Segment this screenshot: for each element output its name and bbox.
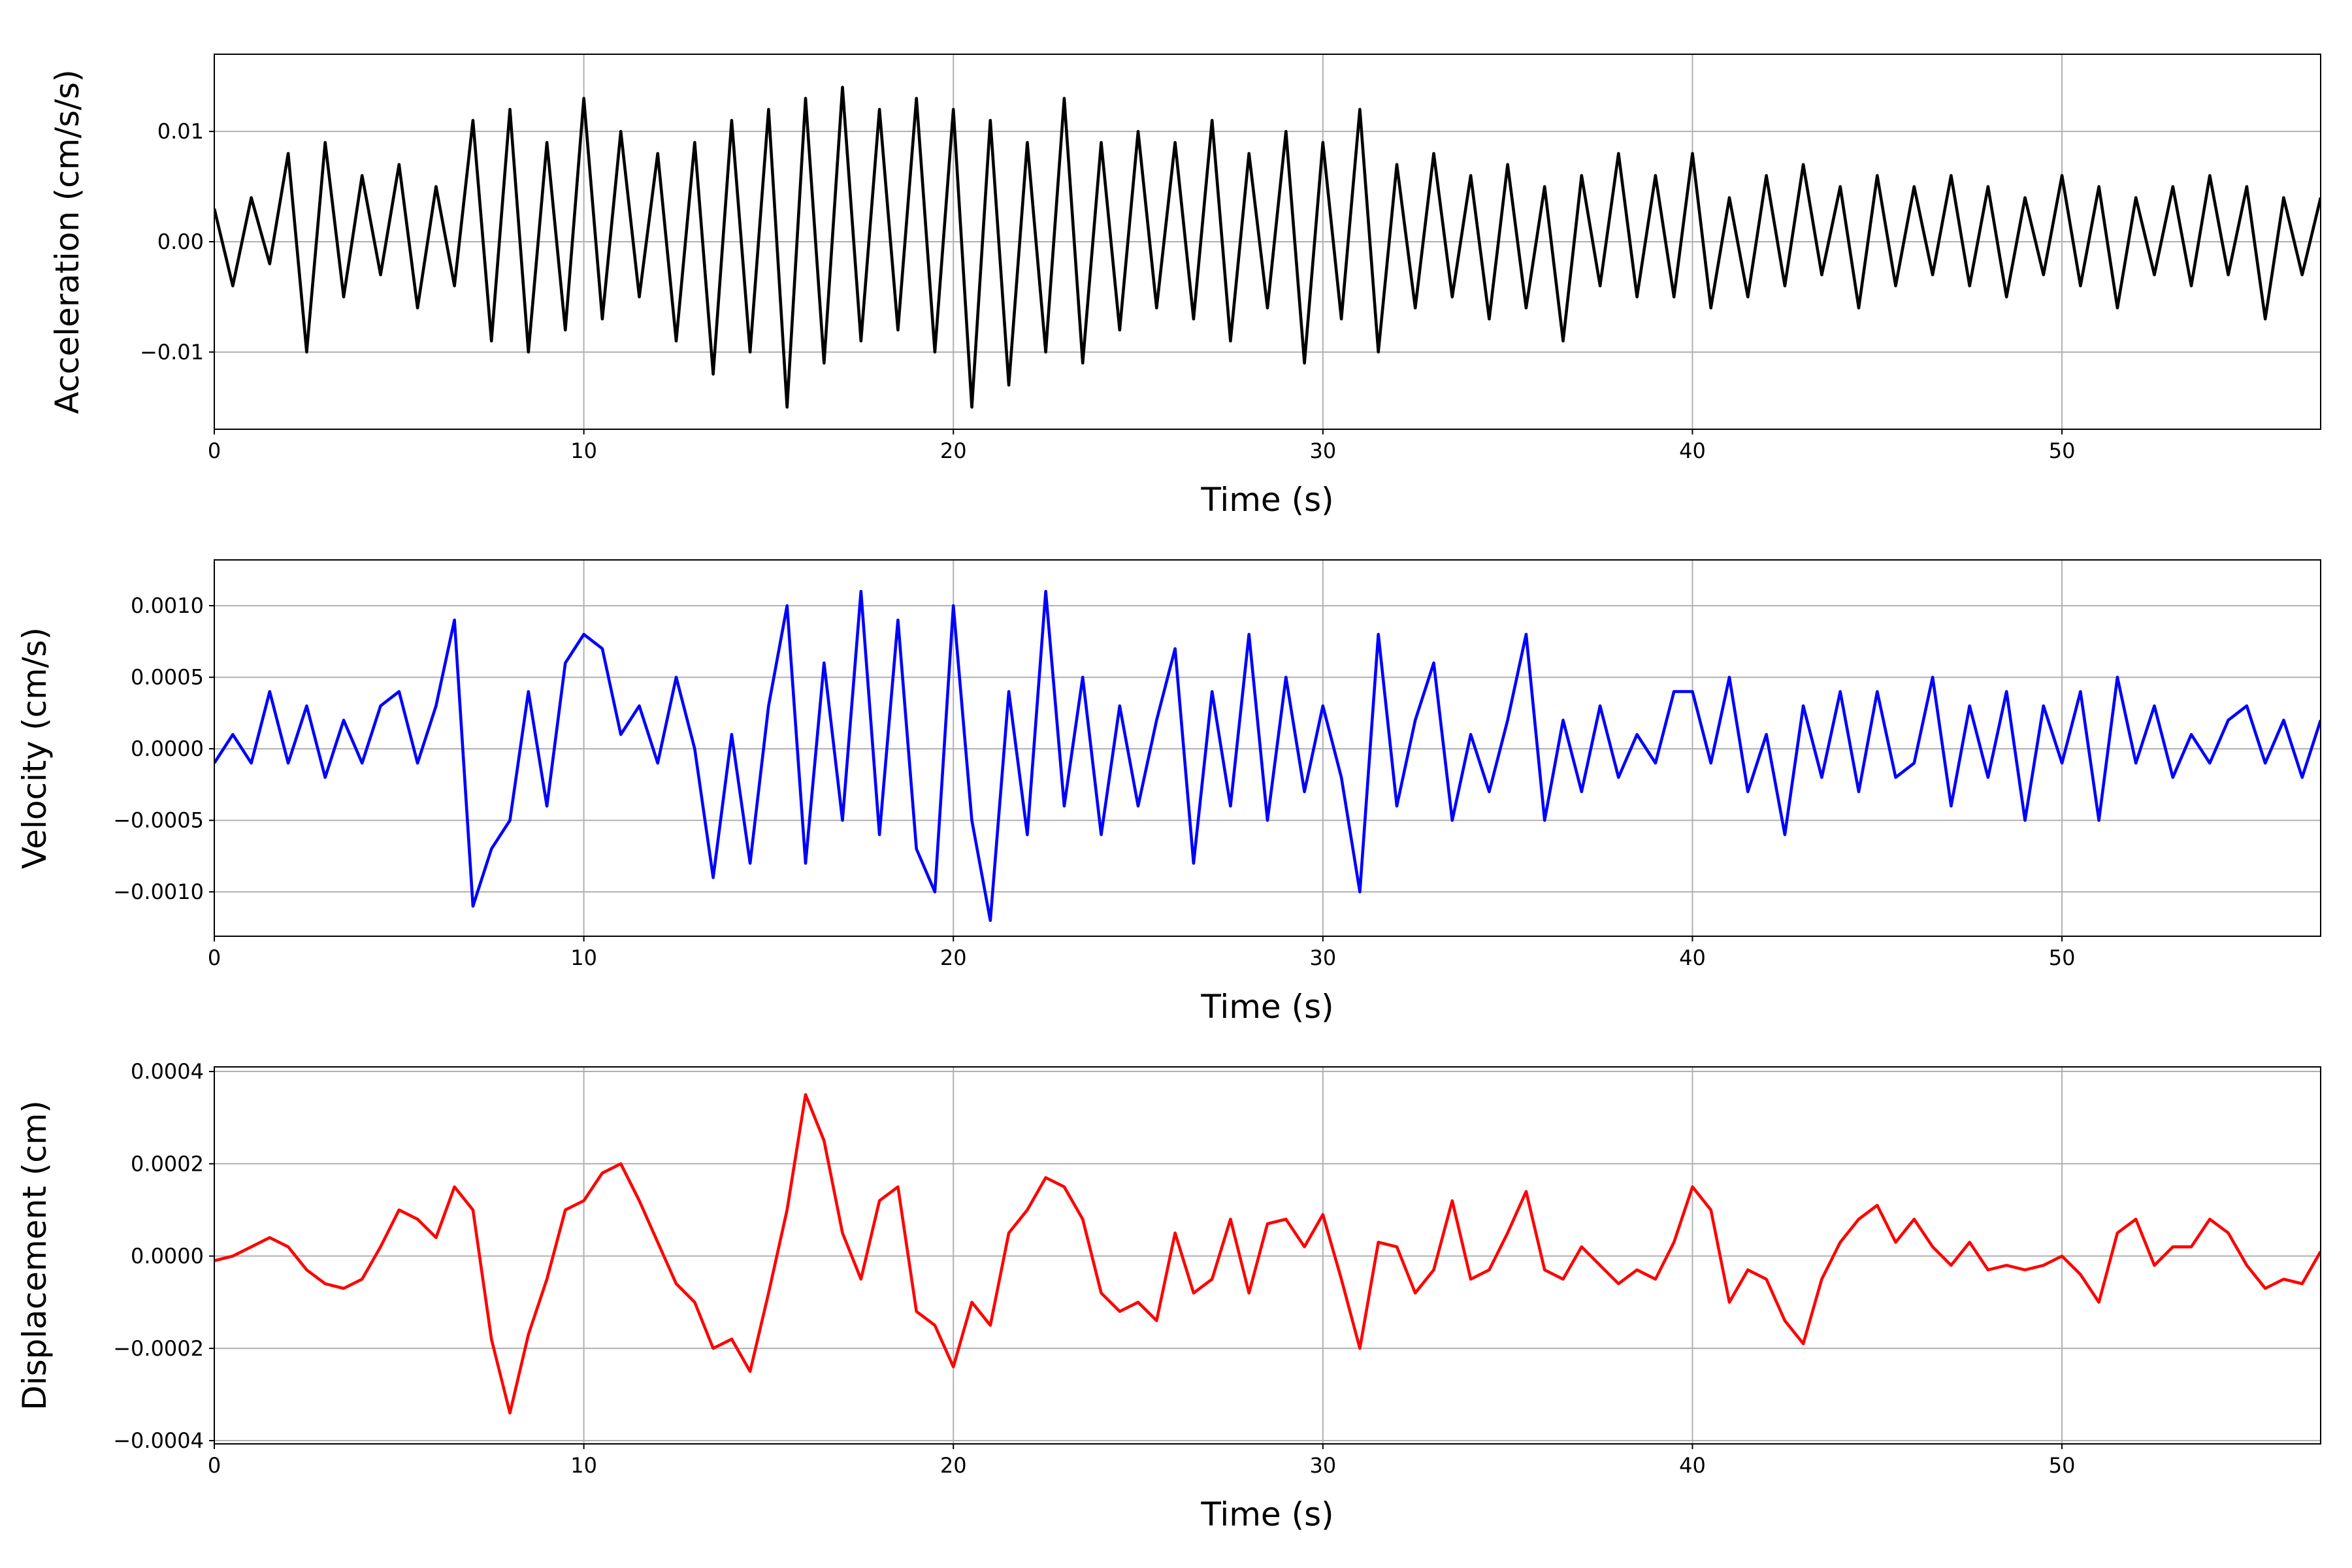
x-tick-label: 10 <box>570 438 597 463</box>
y-tick-label: 0.0000 <box>131 736 204 761</box>
y-tick-label: 0.0005 <box>131 665 204 690</box>
x-tick-label: 40 <box>1679 438 1706 463</box>
x-tick-label: 40 <box>1679 945 1706 970</box>
data-line <box>214 589 2321 923</box>
data-line <box>214 1093 2321 1414</box>
y-tick-label: −0.0004 <box>113 1428 204 1453</box>
x-tick-label: 50 <box>2049 1453 2076 1478</box>
y-tick-label: 0.0002 <box>131 1151 204 1176</box>
y-tick-label: 0.00 <box>157 229 204 254</box>
y-tick-label: 0.0004 <box>131 1059 204 1084</box>
x-axis-label: Time (s) <box>1200 1495 1333 1533</box>
y-tick-label: −0.0005 <box>113 808 204 833</box>
y-tick-label: 0.01 <box>157 119 204 144</box>
y-axis-label: Displacement (cm) <box>16 1100 54 1411</box>
x-tick-label: 0 <box>208 945 221 970</box>
y-tick-label: −0.0010 <box>113 879 204 904</box>
x-tick-label: 10 <box>570 1453 597 1478</box>
x-tick-label: 0 <box>208 1453 221 1478</box>
y-tick-label: 0.0000 <box>131 1244 204 1269</box>
x-tick-label: 10 <box>570 945 597 970</box>
x-tick-label: 30 <box>1309 1453 1336 1478</box>
x-tick-label: 30 <box>1309 438 1336 463</box>
axes-frame <box>214 54 2321 430</box>
x-tick-label: 20 <box>940 438 967 463</box>
x-tick-label: 0 <box>208 438 221 463</box>
y-tick-label: −0.01 <box>140 340 204 365</box>
axes-frame <box>214 1066 2321 1445</box>
x-axis-label: Time (s) <box>1200 988 1333 1026</box>
y-tick-label: −0.0002 <box>113 1336 204 1361</box>
x-tick-label: 20 <box>940 945 967 970</box>
data-line <box>214 86 2321 409</box>
x-tick-label: 20 <box>940 1453 967 1478</box>
y-tick-label: 0.0010 <box>131 593 204 618</box>
axes-frame <box>214 559 2321 937</box>
x-axis-label: Time (s) <box>1200 481 1333 519</box>
x-tick-label: 40 <box>1679 1453 1706 1478</box>
x-tick-label: 50 <box>2049 438 2076 463</box>
x-tick-label: 30 <box>1309 945 1336 970</box>
y-axis-label: Velocity (cm/s) <box>16 627 54 869</box>
y-axis-label: Acceleration (cm/s/s) <box>48 69 86 414</box>
x-tick-label: 50 <box>2049 945 2076 970</box>
